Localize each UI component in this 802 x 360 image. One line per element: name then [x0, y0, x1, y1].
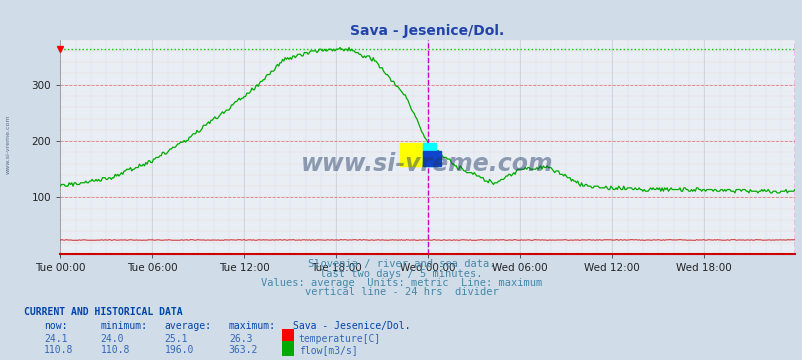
Text: Sava - Jesenice/Dol.: Sava - Jesenice/Dol. [293, 321, 410, 331]
Text: CURRENT AND HISTORICAL DATA: CURRENT AND HISTORICAL DATA [24, 307, 183, 317]
Text: www.si-vreme.com: www.si-vreme.com [301, 152, 553, 176]
Bar [399, 143, 423, 166]
Text: 25.1: 25.1 [164, 334, 188, 344]
Bar [423, 143, 435, 166]
Text: 24.1: 24.1 [44, 334, 67, 344]
Text: 26.3: 26.3 [229, 334, 252, 344]
Text: 110.8: 110.8 [100, 345, 130, 355]
Text: 24.0: 24.0 [100, 334, 124, 344]
Text: flow[m3/s]: flow[m3/s] [298, 345, 357, 355]
Text: Slovenia / river and sea data.: Slovenia / river and sea data. [307, 259, 495, 269]
Text: 110.8: 110.8 [44, 345, 74, 355]
Text: now:: now: [44, 321, 67, 331]
Title: Sava - Jesenice/Dol.: Sava - Jesenice/Dol. [350, 24, 504, 39]
Text: www.si-vreme.com: www.si-vreme.com [6, 114, 10, 174]
Bar [423, 150, 440, 166]
Text: vertical line - 24 hrs  divider: vertical line - 24 hrs divider [304, 287, 498, 297]
Text: 196.0: 196.0 [164, 345, 194, 355]
Text: minimum:: minimum: [100, 321, 148, 331]
Text: 363.2: 363.2 [229, 345, 258, 355]
Text: Values: average  Units: metric  Line: maximum: Values: average Units: metric Line: maxi… [261, 278, 541, 288]
Text: temperature[C]: temperature[C] [298, 334, 380, 344]
Text: average:: average: [164, 321, 212, 331]
Text: last two days / 5 minutes.: last two days / 5 minutes. [320, 269, 482, 279]
Text: maximum:: maximum: [229, 321, 276, 331]
